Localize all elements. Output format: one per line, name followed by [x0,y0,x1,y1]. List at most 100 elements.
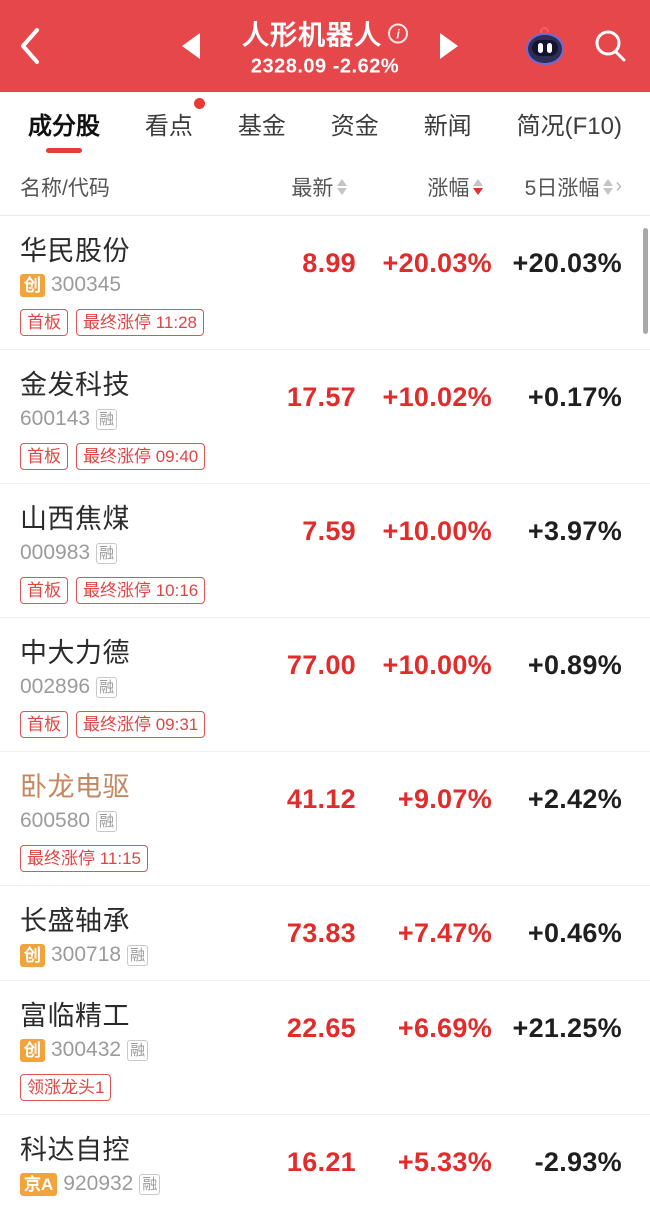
ai-assistant-robot-icon[interactable] [524,25,566,65]
stock-list: 华民股份 创 300345 8.99 +20.03% +20.03% 首板 最终涨… [0,216,650,1207]
market-badge: 京A [20,1172,58,1196]
status-tag: 最终涨停 11:28 [76,309,205,336]
change-pct: +10.00% [382,649,492,680]
page-title: 人形机器人 [242,20,382,51]
info-icon[interactable]: i [388,23,408,43]
change-pct: +5.33% [397,1146,492,1177]
latest-price: 17.57 [286,381,356,412]
stock-code: 300432 [51,1038,122,1061]
change-5day-pct: +0.46% [527,917,622,948]
index-quote: 2328.09 -2.62% [250,55,400,78]
column-latest-price[interactable]: 最新 [223,172,348,202]
search-icon[interactable] [592,28,628,64]
tab-3[interactable]: 基金 [236,96,288,155]
latest-price: 22.65 [286,1012,356,1043]
margin-trading-badge: 融 [139,1173,161,1195]
next-triangle-icon [440,33,458,59]
margin-trading-badge: 融 [96,676,118,698]
tag-line: 首板 最终涨停 10:16 [20,577,622,604]
latest-price: 41.12 [286,783,356,814]
sort-arrows-icon [603,178,614,195]
change-5day-pct: +0.89% [527,649,622,680]
stock-name: 富临精工 [20,1001,130,1031]
tab-4[interactable]: 资金 [329,96,381,155]
tab-6[interactable]: 简况(F10) [515,96,624,155]
table-header: 名称/代码 最新 涨幅 5日涨幅 › [0,158,650,216]
stock-code: 600143 [20,407,91,430]
stock-name: 金发科技 [20,370,130,400]
back-chevron-icon [21,28,39,64]
sort-arrows-icon [337,178,348,195]
stock-row[interactable]: 中大力德 002896 融 77.00 +10.00% +0.89% 首板 最终涨… [0,618,650,752]
stock-row[interactable]: 富临精工 创 300432 融 22.65 +6.69% +21.25% 领涨龙… [0,981,650,1115]
tag-line: 最终涨停 11:15 [20,845,622,872]
change-5day-pct: -2.93% [534,1146,622,1177]
status-tag: 首板 [20,309,68,336]
stock-name: 山西焦煤 [20,504,130,534]
column-change-pct[interactable]: 涨幅 [347,172,484,202]
status-tag: 最终涨停 09:31 [76,711,206,738]
change-pct: +10.00% [382,515,492,546]
change-5day-pct: +2.42% [527,783,622,814]
app-header: 人形机器人 i 2328.09 -2.62% [0,0,650,92]
next-sector-button[interactable] [440,33,458,59]
stock-row[interactable]: 卧龙电驱 600580 融 41.12 +9.07% +2.42% 最终涨停 1… [0,752,650,886]
latest-price: 8.99 [302,247,356,278]
header-title-block[interactable]: 人形机器人 i 2328.09 -2.62% [175,14,475,79]
tab-label: 基金 [237,112,286,140]
status-tag: 首板 [20,443,68,470]
change-5day-pct: +20.03% [512,247,622,278]
status-tag: 最终涨停 09:40 [76,443,206,470]
stock-row[interactable]: 科达自控 京A 920932 融 16.21 +5.33% -2.93% [0,1115,650,1207]
stock-code: 300718 [51,943,122,966]
change-pct: +7.47% [397,917,492,948]
tab-2[interactable]: 看点 [143,96,205,155]
latest-price: 77.00 [286,649,356,680]
tab-5[interactable]: 新闻 [422,96,474,155]
change-pct: +10.02% [382,381,492,412]
stock-row[interactable]: 华民股份 创 300345 8.99 +20.03% +20.03% 首板 最终涨… [0,216,650,350]
tag-line: 首板 最终涨停 09:31 [20,711,622,738]
column-name-code[interactable]: 名称/代码 [20,176,110,200]
column-5day-change[interactable]: 5日涨幅 [483,172,614,202]
stock-row[interactable]: 长盛轴承 创 300718 融 73.83 +7.47% +0.46% [0,886,650,981]
margin-trading-badge: 融 [127,1039,149,1061]
change-pct: +6.69% [397,1012,492,1043]
tab-1[interactable]: 成分股 [26,96,102,155]
back-button[interactable] [0,0,60,92]
tab-label: 资金 [330,112,379,140]
tag-line: 首板 最终涨停 09:40 [20,443,622,470]
stock-name: 华民股份 [20,236,130,266]
scrollbar-thumb[interactable] [643,228,648,334]
tab-bar: 成分股 看点 基金 资金 新闻 简况(F10) [0,92,650,158]
market-badge: 创 [20,273,45,297]
prev-sector-button[interactable] [182,33,200,59]
margin-trading-badge: 融 [96,810,118,832]
active-tab-underline [46,147,82,153]
stock-row[interactable]: 山西焦煤 000983 融 7.59 +10.00% +3.97% 首板 最终涨停… [0,484,650,618]
stock-name: 中大力德 [20,638,130,668]
tag-line: 首板 最终涨停 11:28 [20,309,622,336]
change-pct: +20.03% [382,247,492,278]
stock-name: 长盛轴承 [20,906,130,936]
market-badge: 创 [20,943,45,967]
tag-line: 领涨龙头1 [20,1074,622,1101]
stock-name: 卧龙电驱 [20,772,130,802]
stock-code: 920932 [63,1172,134,1195]
status-tag: 最终涨停 10:16 [76,577,206,604]
margin-trading-badge: 融 [127,944,149,966]
latest-price: 7.59 [302,515,356,546]
more-columns-chevron-icon[interactable]: › [615,175,622,197]
stock-code: 300345 [51,273,122,296]
status-tag: 最终涨停 11:15 [20,845,149,872]
notification-dot-icon [193,97,205,109]
change-pct: +9.07% [397,783,492,814]
margin-trading-badge: 融 [96,542,118,564]
market-badge: 创 [20,1038,45,1062]
tab-label: 新闻 [423,112,472,140]
stock-code: 002896 [20,675,91,698]
latest-price: 73.83 [286,917,356,948]
sort-arrows-desc-icon [473,178,484,195]
stock-name: 科达自控 [20,1135,130,1165]
stock-row[interactable]: 金发科技 600143 融 17.57 +10.02% +0.17% 首板 最终涨… [0,350,650,484]
